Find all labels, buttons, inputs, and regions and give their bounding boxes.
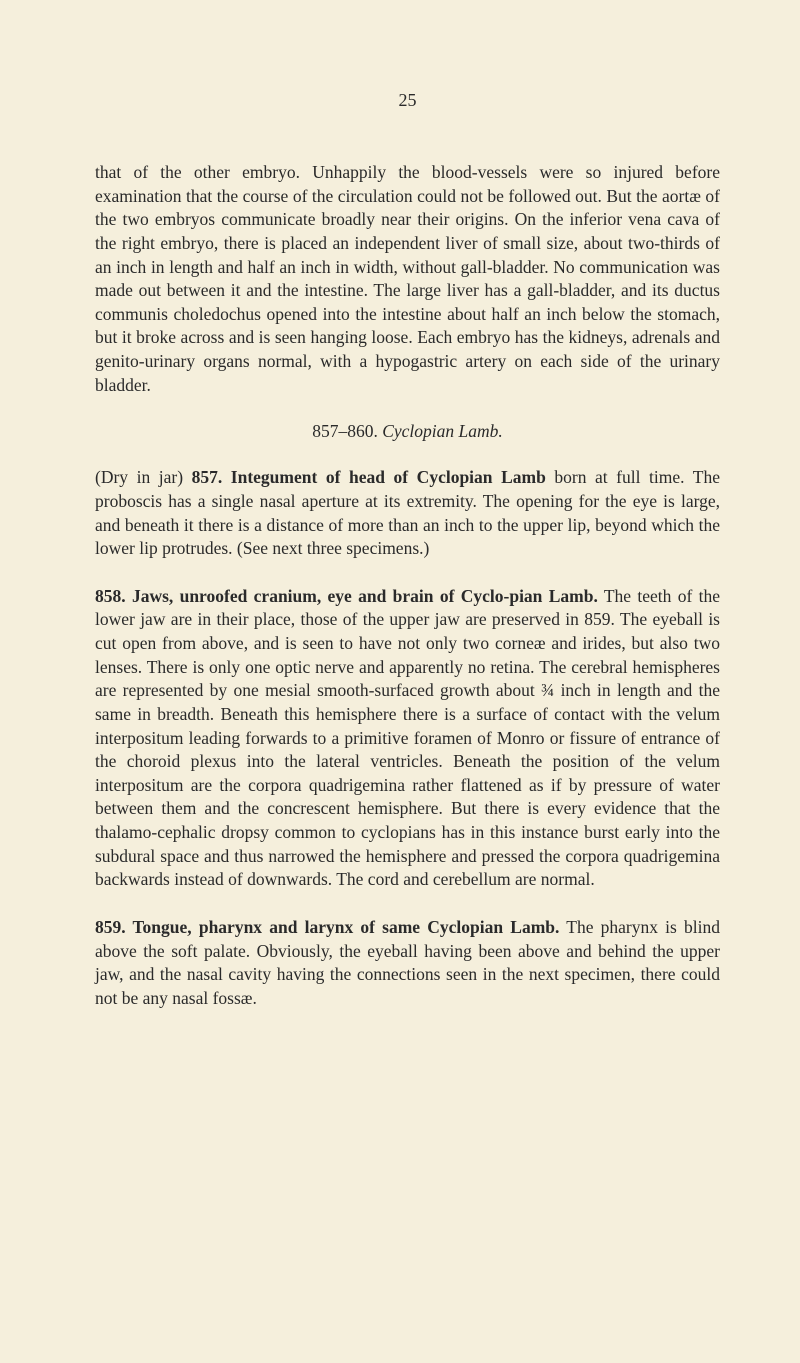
paragraph-859: 859. Tongue, pharynx and larynx of same … (95, 916, 720, 1011)
section-heading-title: Cyclopian Lamb. (382, 421, 503, 441)
paragraph-857: (Dry in jar) 857. Integument of head of … (95, 466, 720, 561)
para-858-heading: 858. Jaws, unroofed cranium, eye and bra… (95, 586, 598, 606)
para-857-prefix: (Dry in jar) (95, 467, 192, 487)
section-heading-number: 857–860. (312, 421, 382, 441)
paragraph-858: 858. Jaws, unroofed cranium, eye and bra… (95, 585, 720, 892)
section-heading: 857–860. Cyclopian Lamb. (95, 421, 720, 442)
para-857-heading: 857. Integument of head of Cyclopian Lam… (192, 467, 546, 487)
para-859-heading: 859. Tongue, pharynx and larynx of same … (95, 917, 559, 937)
paragraph-intro: that of the other embryo. Unhappily the … (95, 161, 720, 397)
para-858-body: The teeth of the lower jaw are in their … (95, 586, 720, 890)
page-number: 25 (95, 90, 720, 111)
